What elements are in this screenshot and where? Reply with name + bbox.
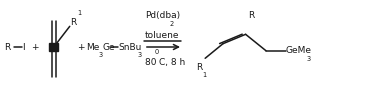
Text: Ge: Ge bbox=[102, 42, 115, 52]
Text: Me: Me bbox=[86, 42, 99, 52]
Text: R: R bbox=[70, 18, 77, 27]
Text: Pd(dba): Pd(dba) bbox=[145, 11, 180, 20]
Text: 3: 3 bbox=[307, 56, 311, 62]
Text: R: R bbox=[248, 11, 254, 20]
Text: +: + bbox=[77, 42, 85, 52]
Text: toluene: toluene bbox=[145, 31, 179, 40]
Text: GeMe: GeMe bbox=[286, 46, 312, 55]
Text: 1: 1 bbox=[78, 10, 82, 16]
Text: C, 8 h: C, 8 h bbox=[159, 58, 185, 67]
Text: 2: 2 bbox=[170, 21, 174, 27]
Text: 3: 3 bbox=[98, 52, 102, 58]
Text: 80: 80 bbox=[145, 58, 159, 67]
Text: 3: 3 bbox=[138, 52, 142, 58]
Text: SnBu: SnBu bbox=[119, 42, 142, 52]
Text: 0: 0 bbox=[155, 49, 159, 55]
Text: 1: 1 bbox=[202, 72, 206, 78]
Text: +: + bbox=[31, 42, 38, 52]
Text: R: R bbox=[4, 42, 11, 52]
Bar bbox=[49, 43, 58, 51]
Text: I: I bbox=[22, 42, 25, 52]
Text: R: R bbox=[196, 63, 202, 72]
